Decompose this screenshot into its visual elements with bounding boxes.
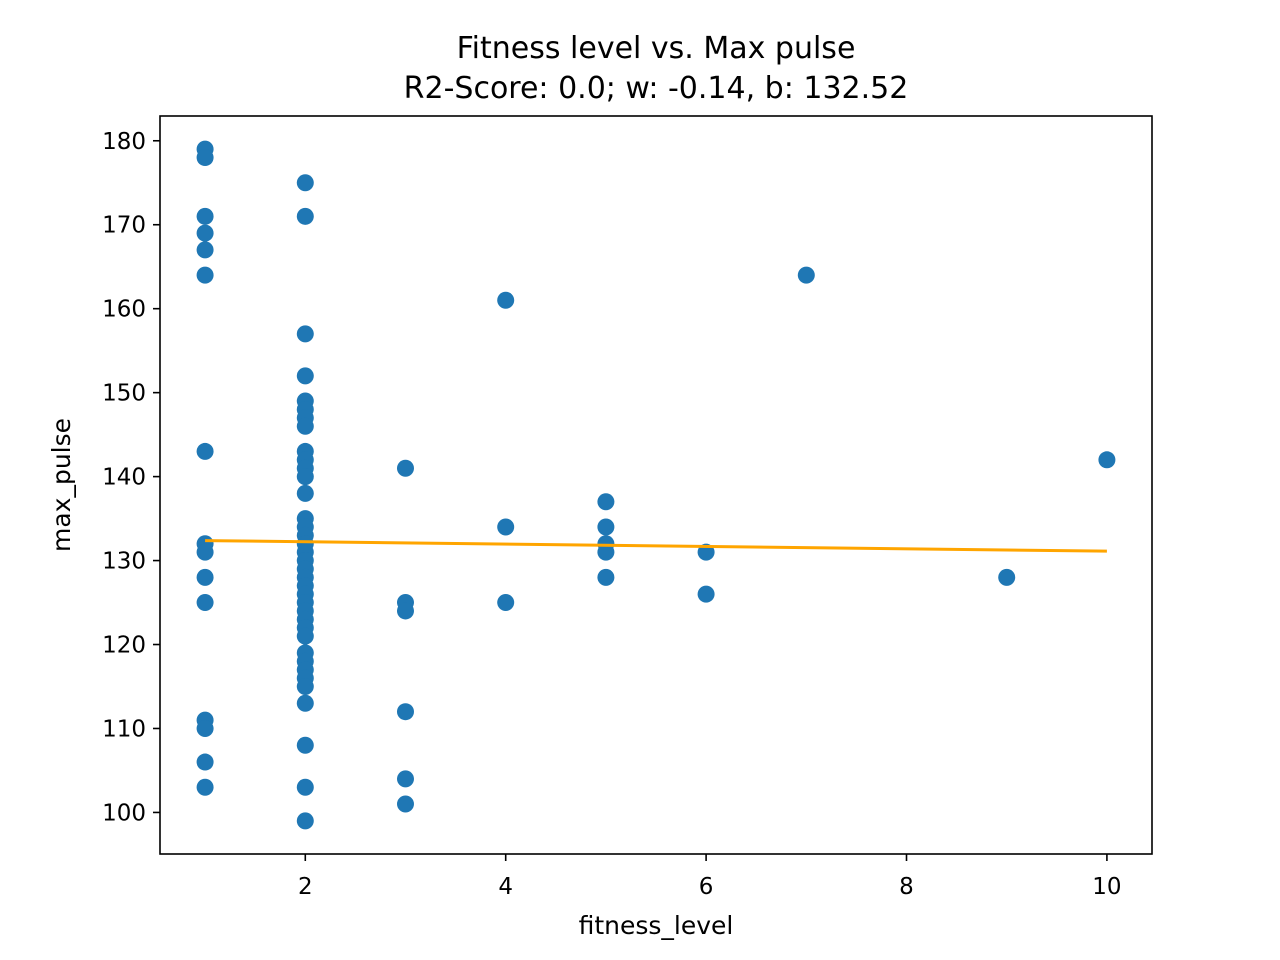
scatter-point [196, 753, 214, 771]
scatter-point [296, 484, 314, 502]
x-axis-label: fitness_level [579, 911, 734, 940]
y-tick-label: 150 [102, 381, 146, 407]
scatter-point [396, 459, 414, 477]
y-axis-label: max_pulse [47, 418, 76, 552]
scatter-point [396, 770, 414, 788]
y-tick-label: 140 [102, 465, 146, 491]
y-tick-label: 180 [102, 129, 146, 155]
scatter-point [296, 778, 314, 796]
scatter-point [196, 266, 214, 284]
scatter-point [1098, 451, 1116, 469]
scatter-point [597, 493, 615, 511]
scatter-point [196, 207, 214, 225]
scatter-point [296, 325, 314, 343]
scatter-point [296, 174, 314, 192]
scatter-point [296, 627, 314, 645]
scatter-point [196, 568, 214, 586]
x-tick-label: 2 [298, 874, 313, 900]
plot-area [196, 140, 1116, 830]
scatter-point [196, 594, 214, 612]
scatter-point [296, 417, 314, 435]
y-tick-label: 170 [102, 213, 146, 239]
y-axis: 100 110 120 130 140 150 160 170 180 [102, 129, 160, 826]
scatter-point [196, 241, 214, 259]
scatter-point [497, 594, 515, 612]
y-tick-label: 130 [102, 549, 146, 575]
chart-subtitle: R2-Score: 0.0; w: -0.14, b: 132.52 [404, 71, 909, 106]
x-tick-label: 10 [1092, 874, 1121, 900]
x-tick-label: 6 [699, 874, 714, 900]
scatter-point [296, 207, 314, 225]
scatter-point [597, 568, 615, 586]
y-tick-label: 110 [102, 716, 146, 742]
scatter-point [497, 518, 515, 536]
scatter-point [296, 678, 314, 695]
scatter-point [296, 812, 314, 830]
scatter-point [697, 585, 715, 603]
x-axis: 2 4 6 8 10 [298, 854, 1122, 900]
scatter-point [396, 703, 414, 721]
x-tick-label: 8 [899, 874, 914, 900]
scatter-point [296, 736, 314, 754]
scatter-point [497, 291, 515, 309]
scatter-point [296, 468, 314, 486]
scatter-point [196, 543, 214, 561]
y-tick-label: 160 [102, 297, 146, 323]
chart-title: Fitness level vs. Max pulse [457, 31, 856, 66]
scatter-point [196, 149, 214, 167]
plot-frame [159, 115, 1153, 855]
scatter-point [597, 518, 615, 536]
scatter-point [797, 266, 815, 284]
scatter-point [998, 568, 1016, 586]
scatter-point [296, 367, 314, 385]
scatter-point [296, 694, 314, 712]
scatter-point [196, 442, 214, 460]
scatter-point [196, 778, 214, 796]
scatter-point [597, 543, 615, 561]
scatter-point [396, 795, 414, 813]
regression-line [205, 539, 1107, 553]
x-tick-label: 4 [498, 874, 513, 900]
y-tick-label: 120 [102, 633, 146, 659]
y-tick-label: 100 [102, 800, 146, 826]
scatter-point [396, 602, 414, 620]
scatter-point [196, 719, 214, 737]
scatter-point [196, 224, 214, 242]
